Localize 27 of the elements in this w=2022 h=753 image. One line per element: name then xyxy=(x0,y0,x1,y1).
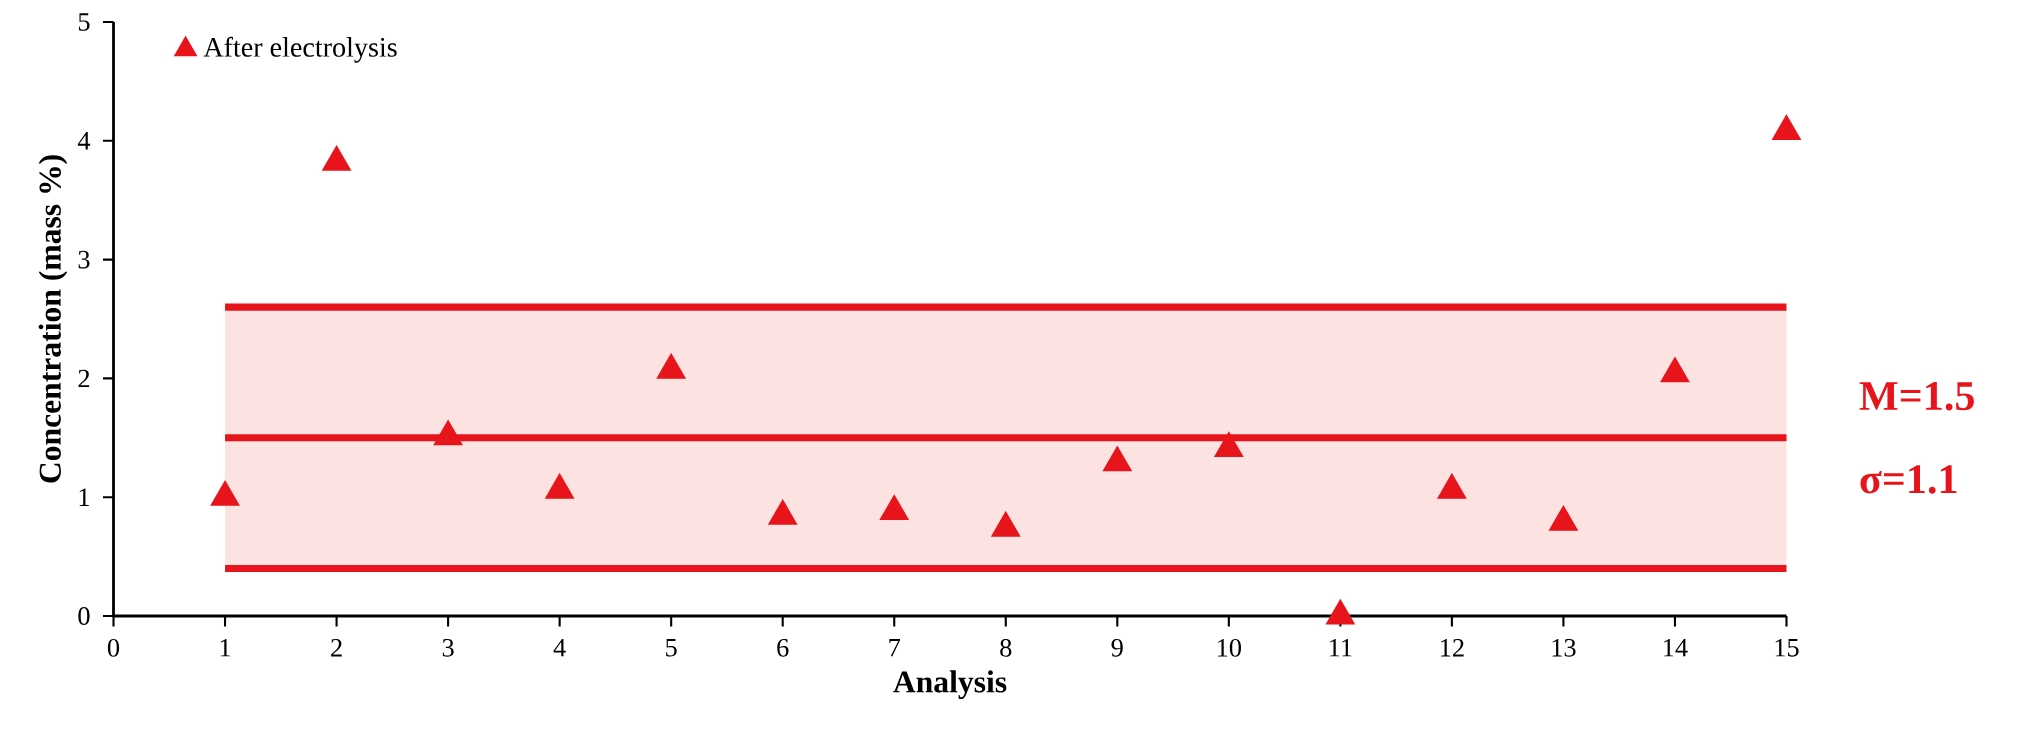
x-axis-title: Analysis xyxy=(893,670,1007,700)
y-tick-label: 0 xyxy=(78,607,90,625)
x-tick-label: 13 xyxy=(1552,638,1576,657)
x-tick-label: 8 xyxy=(1000,638,1012,657)
x-tick-label: 9 xyxy=(1111,638,1123,657)
x-tick-label: 0 xyxy=(107,638,120,657)
y-axis-title: Concentration (mass %) xyxy=(38,155,68,483)
y-tick-label: 2 xyxy=(78,369,90,388)
x-tick-label: 12 xyxy=(1441,638,1464,657)
y-tick-label: 1 xyxy=(79,488,89,506)
x-tick-label: 6 xyxy=(777,638,789,657)
x-tick-label: 10 xyxy=(1217,638,1242,657)
band-label: σ=1.1 xyxy=(1860,465,1957,494)
x-tick-label: 2 xyxy=(331,638,342,657)
x-tick-label: 11 xyxy=(1329,638,1352,657)
legend-label: After electrolysis xyxy=(203,36,397,63)
y-tick-label: 3 xyxy=(78,250,90,269)
x-tick-label: 5 xyxy=(666,638,677,657)
ref-line-label: M=1.5 xyxy=(1859,381,1974,411)
y-tick-label: 5 xyxy=(78,13,90,31)
y-tick-label: 4 xyxy=(77,132,91,150)
x-tick-label: 7 xyxy=(889,638,901,657)
x-tick-label: 14 xyxy=(1664,638,1688,657)
x-tick-label: 1 xyxy=(220,638,231,657)
x-tick-label: 15 xyxy=(1775,638,1799,657)
x-tick-label: 3 xyxy=(442,638,454,657)
x-tick-label: 4 xyxy=(553,638,566,657)
